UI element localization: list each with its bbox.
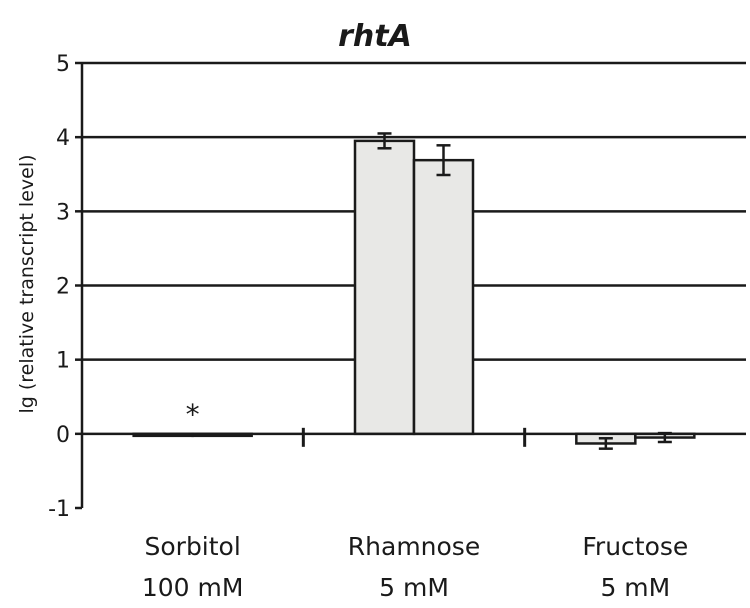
category-labels: Sorbitol 100 mM Rhamnose 5 mM Fructose 5 mM bbox=[142, 532, 688, 602]
y-tick-label: 0 bbox=[56, 423, 70, 448]
y-tick-labels: -1 0 1 2 3 4 5 bbox=[48, 52, 70, 522]
category-label: Sorbitol bbox=[145, 532, 241, 561]
y-tick-label: 3 bbox=[56, 200, 70, 225]
bar bbox=[191, 432, 253, 438]
annotations: * bbox=[186, 398, 200, 431]
y-axis-label: lg (relative transcript level) bbox=[16, 154, 38, 413]
category-label: Fructose bbox=[582, 532, 688, 561]
bar bbox=[353, 139, 416, 436]
y-tick-label: -1 bbox=[48, 497, 70, 522]
annotation: * bbox=[186, 398, 200, 431]
axes bbox=[75, 61, 527, 510]
y-tick-label: 5 bbox=[56, 52, 70, 77]
chart-title: rhtA bbox=[338, 19, 412, 54]
category-concentration-label: 100 mM bbox=[142, 573, 244, 602]
bar bbox=[132, 432, 194, 438]
category-concentration-label: 5 mM bbox=[600, 573, 670, 602]
bar bbox=[412, 158, 475, 436]
y-tick-label: 4 bbox=[56, 126, 70, 151]
y-tick-label: 1 bbox=[56, 349, 70, 374]
category-concentration-label: 5 mM bbox=[379, 573, 449, 602]
category-label: Rhamnose bbox=[348, 532, 480, 561]
bars bbox=[132, 132, 696, 450]
y-tick-label: 2 bbox=[56, 275, 70, 300]
